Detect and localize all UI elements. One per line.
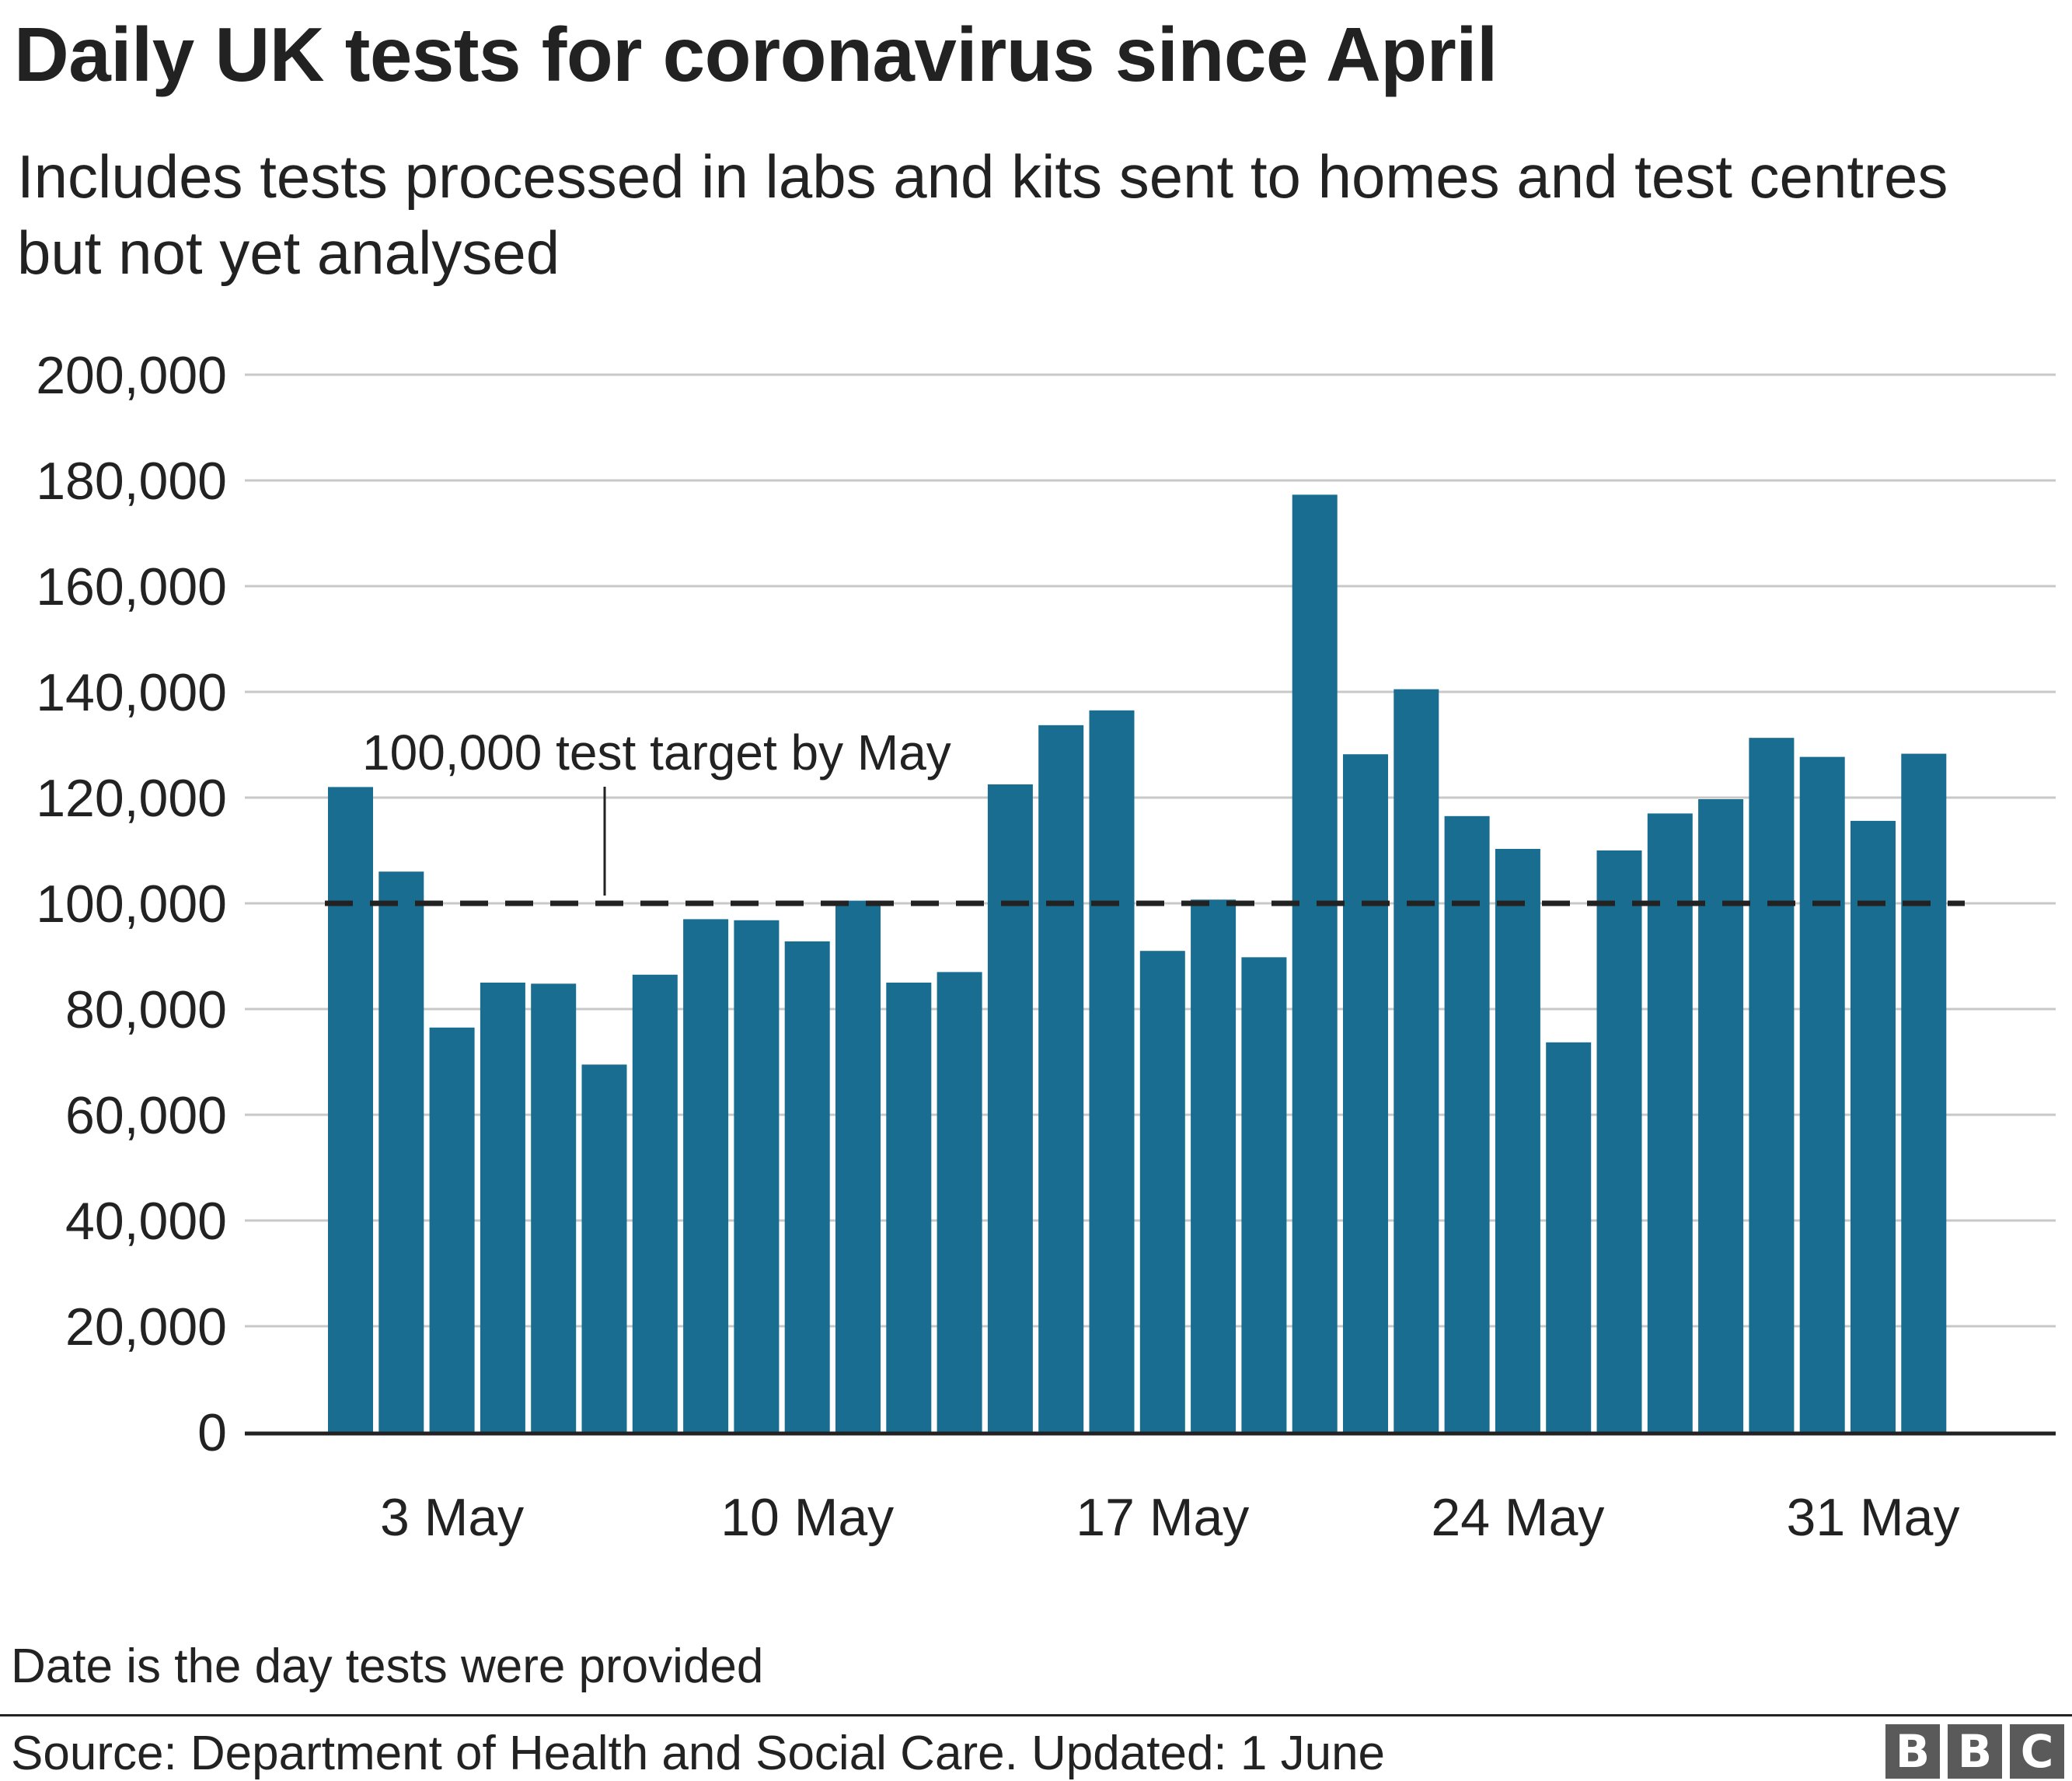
bar: [1850, 820, 1896, 1432]
bar: [1799, 756, 1845, 1432]
x-tick-label: 17 May: [1076, 1488, 1249, 1547]
y-tick-label: 80,000: [65, 980, 227, 1039]
chart-title: Daily UK tests for coronavirus since Apr…: [14, 12, 1498, 97]
chart-note: Date is the day tests were provided: [11, 1640, 764, 1693]
x-tick-label: 31 May: [1787, 1488, 1960, 1547]
bar: [328, 787, 373, 1432]
bbc-logo-letter: B: [1948, 1724, 2002, 1779]
y-tick-label: 0: [197, 1403, 227, 1462]
bar: [1089, 710, 1135, 1432]
bar: [886, 983, 932, 1432]
x-tick-label: 10 May: [720, 1488, 894, 1547]
bar: [1343, 754, 1388, 1432]
bar: [1038, 725, 1084, 1432]
y-tick-label: 180,000: [36, 452, 227, 511]
y-tick-label: 200,000: [36, 346, 227, 405]
y-tick-label: 100,000: [36, 875, 227, 934]
bbc-logo-letter: C: [2010, 1724, 2064, 1779]
bar: [1546, 1042, 1592, 1432]
bar: [683, 919, 729, 1432]
bar: [1191, 899, 1237, 1432]
footer-divider: [0, 1714, 2072, 1716]
bar: [378, 871, 424, 1432]
y-tick-label: 120,000: [36, 769, 227, 828]
bar: [581, 1064, 627, 1432]
source-text: Source: Department of Health and Social …: [11, 1727, 1386, 1780]
bar: [1647, 813, 1693, 1432]
bar: [1292, 494, 1338, 1432]
bbc-logo: B B C: [1885, 1724, 2064, 1779]
bar: [784, 941, 830, 1432]
bar: [480, 983, 525, 1432]
bar: [835, 900, 881, 1432]
bar: [429, 1027, 475, 1432]
chart-subtitle: Includes tests processed in labs and kit…: [17, 142, 1948, 287]
bar: [734, 920, 780, 1432]
y-tick-label: 20,000: [65, 1297, 227, 1357]
bar: [1698, 799, 1744, 1432]
bar: [937, 972, 982, 1432]
x-tick-label: 3 May: [380, 1488, 524, 1547]
y-tick-label: 60,000: [65, 1086, 227, 1145]
x-tick-label: 24 May: [1431, 1488, 1604, 1547]
y-tick-label: 40,000: [65, 1192, 227, 1251]
target-annotation-label: 100,000 test target by May: [362, 725, 951, 780]
bar: [1596, 850, 1642, 1432]
bars: [328, 494, 1947, 1432]
bbc-logo-letter: B: [1885, 1724, 1940, 1779]
target-reference: 100,000 test target by May: [325, 725, 1965, 906]
axes: 020,00040,00060,00080,000100,000120,0001…: [36, 346, 2056, 1547]
y-tick-label: 160,000: [36, 557, 227, 616]
bar: [1139, 951, 1185, 1432]
bar: [1444, 815, 1490, 1432]
bar: [987, 784, 1033, 1432]
bar: [1241, 957, 1287, 1432]
bar: [1495, 848, 1540, 1432]
bar: [531, 983, 577, 1432]
bar: [1749, 738, 1795, 1432]
bar: [1394, 689, 1439, 1432]
bar-chart: 100,000 test target by May 0 20,000 40,000…: [36, 346, 2056, 1547]
bar: [632, 974, 678, 1432]
y-tick-label: 140,000: [36, 663, 227, 722]
bar: [1901, 753, 1947, 1432]
